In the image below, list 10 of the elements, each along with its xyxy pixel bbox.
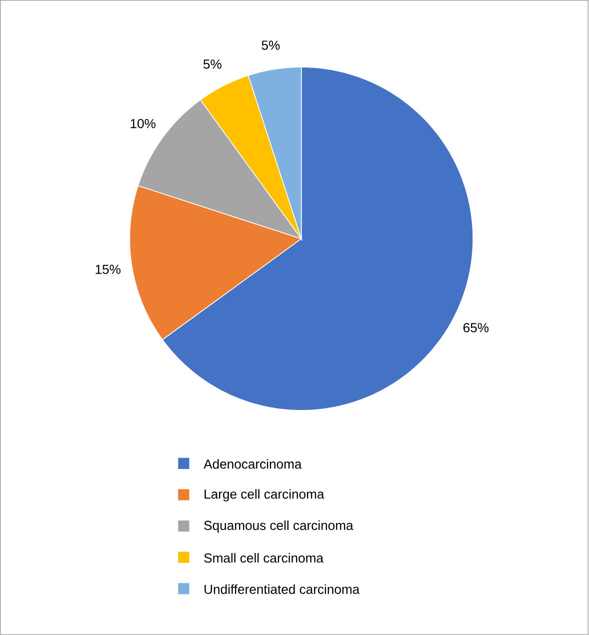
legend-label: Adenocarcinoma — [204, 459, 302, 469]
legend-label: Squamous cell carcinoma — [204, 520, 354, 533]
legend-label: Undifferentiated carcinoma — [204, 584, 360, 594]
data-label: 5% — [204, 60, 222, 69]
legend-label: Small cell carcinoma — [204, 553, 324, 563]
legend-label: Large cell carcinoma — [204, 489, 324, 502]
data-label: 15% — [96, 264, 121, 274]
data-label: 5% — [262, 40, 280, 50]
data-label: 10% — [130, 118, 156, 128]
data-label: 65% — [464, 323, 489, 332]
